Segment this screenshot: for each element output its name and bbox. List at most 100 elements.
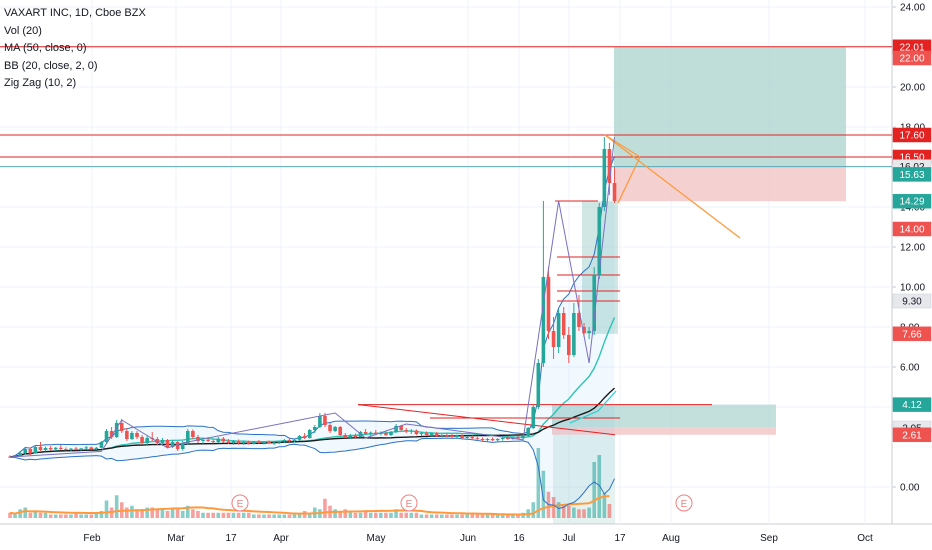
candle-body [587,331,591,333]
legend-volume[interactable]: Vol (20) [4,24,42,37]
candle-body [318,416,322,427]
volume-bar [597,455,602,518]
candle-body [343,435,348,437]
volume-histogram [8,448,612,518]
candle-body [389,432,393,435]
legend-bollinger-bands[interactable]: BB (20, close, 2, 0) [4,59,98,72]
candle-body [328,425,332,431]
candle-body [252,441,256,444]
volume-bar [450,514,454,518]
candle-body [526,428,530,436]
volume-bar [373,512,378,518]
candle-body [114,423,119,437]
volume-bar [516,514,520,518]
candle-body [28,449,33,454]
x-tick-label: Apr [273,533,289,544]
candlesticks [8,137,617,458]
candle-body [99,442,104,448]
candle-body [241,442,246,444]
candle-body [191,431,195,437]
volume-bar [587,507,591,518]
candle-body [74,448,78,450]
volume-bar [440,514,444,518]
volume-bar [94,512,99,518]
volume-bar [262,514,266,518]
candle-body [140,437,144,443]
price-axis-bg [892,0,932,550]
volume-bar [348,511,353,518]
time-axis[interactable]: Feb Mar 17 Apr May Jun 16 Jul 17 Aug Sep Oct [83,533,873,544]
x-tick-label: 17 [614,533,626,544]
candle-body [267,442,271,444]
y-tick-label: 0.00 [900,483,920,494]
price-tag [892,50,932,66]
volume-bar [292,514,297,518]
volume-bar [465,514,469,518]
volume-bar [267,514,271,518]
x-tick-label: 16 [513,533,525,544]
volume-bar [495,514,500,518]
volume-bar [23,507,28,518]
candle-body [175,442,180,449]
candle-body [561,313,566,335]
price-tag [892,193,932,209]
candle-body [551,331,556,347]
bb-upper [9,156,615,458]
volume-bar [338,511,342,518]
stop-zone [614,166,846,202]
volume-bar [231,512,236,518]
volume-bar [363,511,368,518]
volume-bar [399,512,403,518]
candle-body [531,407,536,428]
volume-bar [277,514,282,518]
volume-bar [480,514,485,518]
candle-body [307,430,312,438]
legend-moving-average[interactable]: MA (50, close, 0) [4,42,87,54]
price-tag-label: 9.30 [902,297,922,308]
volume-bar [455,514,459,518]
candle-body [556,313,561,347]
volume-bar [511,514,515,518]
x-tick-label: Feb [83,533,101,544]
candle-body [38,447,43,450]
target-zone [614,46,846,167]
volume-bar [368,512,373,518]
volume-bar [196,511,200,518]
x-tick-label: Oct [857,533,873,544]
symbol-title[interactable]: VAXART INC, 1D, Cboe BZX [4,7,146,19]
volume-bar [577,509,581,518]
candle-body [236,441,241,444]
volume-bar [13,514,17,518]
price-tag-label: 17.60 [899,131,924,142]
candle-body [348,435,353,437]
candle-body [221,438,226,442]
volume-bar [241,512,246,518]
volume-bar [409,512,414,518]
volume-bar [358,512,363,518]
volume-bar [429,514,434,518]
volume-bar [460,514,464,518]
volume-ma-line [9,495,610,516]
volume-bar [404,512,409,518]
horizontal-levels[interactable] [0,46,892,436]
x-tick-label: 17 [225,533,237,544]
volume-bar [343,509,348,518]
volume-bar [490,514,495,518]
legend-zigzag[interactable]: Zig Zag (10, 2) [4,77,77,89]
candle-body [226,441,231,443]
earnings-icon [231,494,249,512]
volume-bar [201,512,205,518]
candle-body [414,430,419,434]
candle-body [323,416,327,425]
volume-bar [135,509,139,518]
candle-body [475,438,480,440]
candle-body [368,432,373,434]
price-tag [892,397,932,412]
volume-bar [582,509,586,518]
price-axis[interactable]: 24.0022.0020.0018.0016.0014.0012.0010.00… [892,3,932,494]
earnings-icon [675,494,693,512]
volume-bar [99,511,104,518]
projection-line [617,156,641,204]
